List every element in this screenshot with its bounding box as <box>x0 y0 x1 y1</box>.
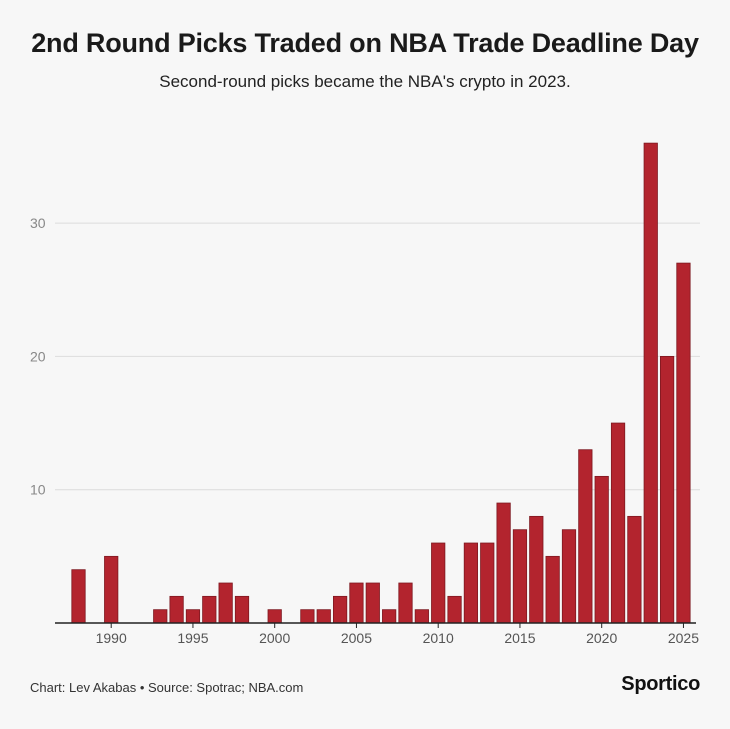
bar-1996 <box>202 595 217 624</box>
bar-2025 <box>676 262 691 624</box>
bar-2006 <box>365 582 380 624</box>
bar-2008 <box>398 582 413 624</box>
bar-1994 <box>169 595 184 624</box>
x-tick-label: 1995 <box>177 630 208 646</box>
bar-2011 <box>447 595 462 624</box>
chart-subtitle: Second-round picks became the NBA's cryp… <box>159 72 571 91</box>
bar-2007 <box>382 609 397 624</box>
bar-2014 <box>496 502 511 624</box>
x-tick-label: 2025 <box>668 630 699 646</box>
bar-2018 <box>561 529 577 624</box>
x-tick-label: 2010 <box>423 630 454 646</box>
y-tick-label: 20 <box>30 348 46 364</box>
y-tick-label: 30 <box>30 215 46 231</box>
x-tick-label: 2000 <box>259 630 290 646</box>
bar-2013 <box>480 542 495 624</box>
bar-2009 <box>414 609 429 624</box>
bar-1995 <box>185 609 201 624</box>
bar-1988 <box>71 569 86 624</box>
bar-2023 <box>643 142 658 624</box>
bar-2016 <box>529 515 544 624</box>
x-tick-label: 1990 <box>96 630 127 646</box>
x-tick-label: 2015 <box>504 630 535 646</box>
bar-2024 <box>660 355 675 624</box>
bar-2005 <box>349 582 364 624</box>
bar-2010 <box>431 542 446 624</box>
bar-1990 <box>104 555 119 624</box>
bar-2019 <box>578 449 593 624</box>
x-tick-label: 2005 <box>341 630 372 646</box>
bar-1997 <box>218 582 233 624</box>
bar-2017 <box>545 555 560 624</box>
y-tick-label: 10 <box>30 482 46 498</box>
grid-layer <box>55 222 700 491</box>
bars-layer <box>71 142 691 624</box>
brand-logo: Sportico <box>621 673 700 695</box>
bar-2012 <box>463 542 479 624</box>
bar-2022 <box>627 515 642 624</box>
bar-2000 <box>267 609 282 624</box>
chart-source: Chart: Lev Akabas • Source: Spotrac; NBA… <box>30 680 304 695</box>
bar-1993 <box>153 609 168 624</box>
chart-title: 2nd Round Picks Traded on NBA Trade Dead… <box>31 28 699 58</box>
bar-2003 <box>316 609 331 624</box>
bar-2015 <box>512 529 528 624</box>
bar-2002 <box>300 609 315 624</box>
x-tick-label: 2020 <box>586 630 617 646</box>
bar-2004 <box>332 595 348 624</box>
axis-layer: 10 20 30 1990 1995 2000 2005 2010 2015 2020 2025 <box>30 215 699 646</box>
bar-1998 <box>234 595 250 624</box>
bar-2021 <box>610 422 626 624</box>
bar-2020 <box>594 475 609 624</box>
